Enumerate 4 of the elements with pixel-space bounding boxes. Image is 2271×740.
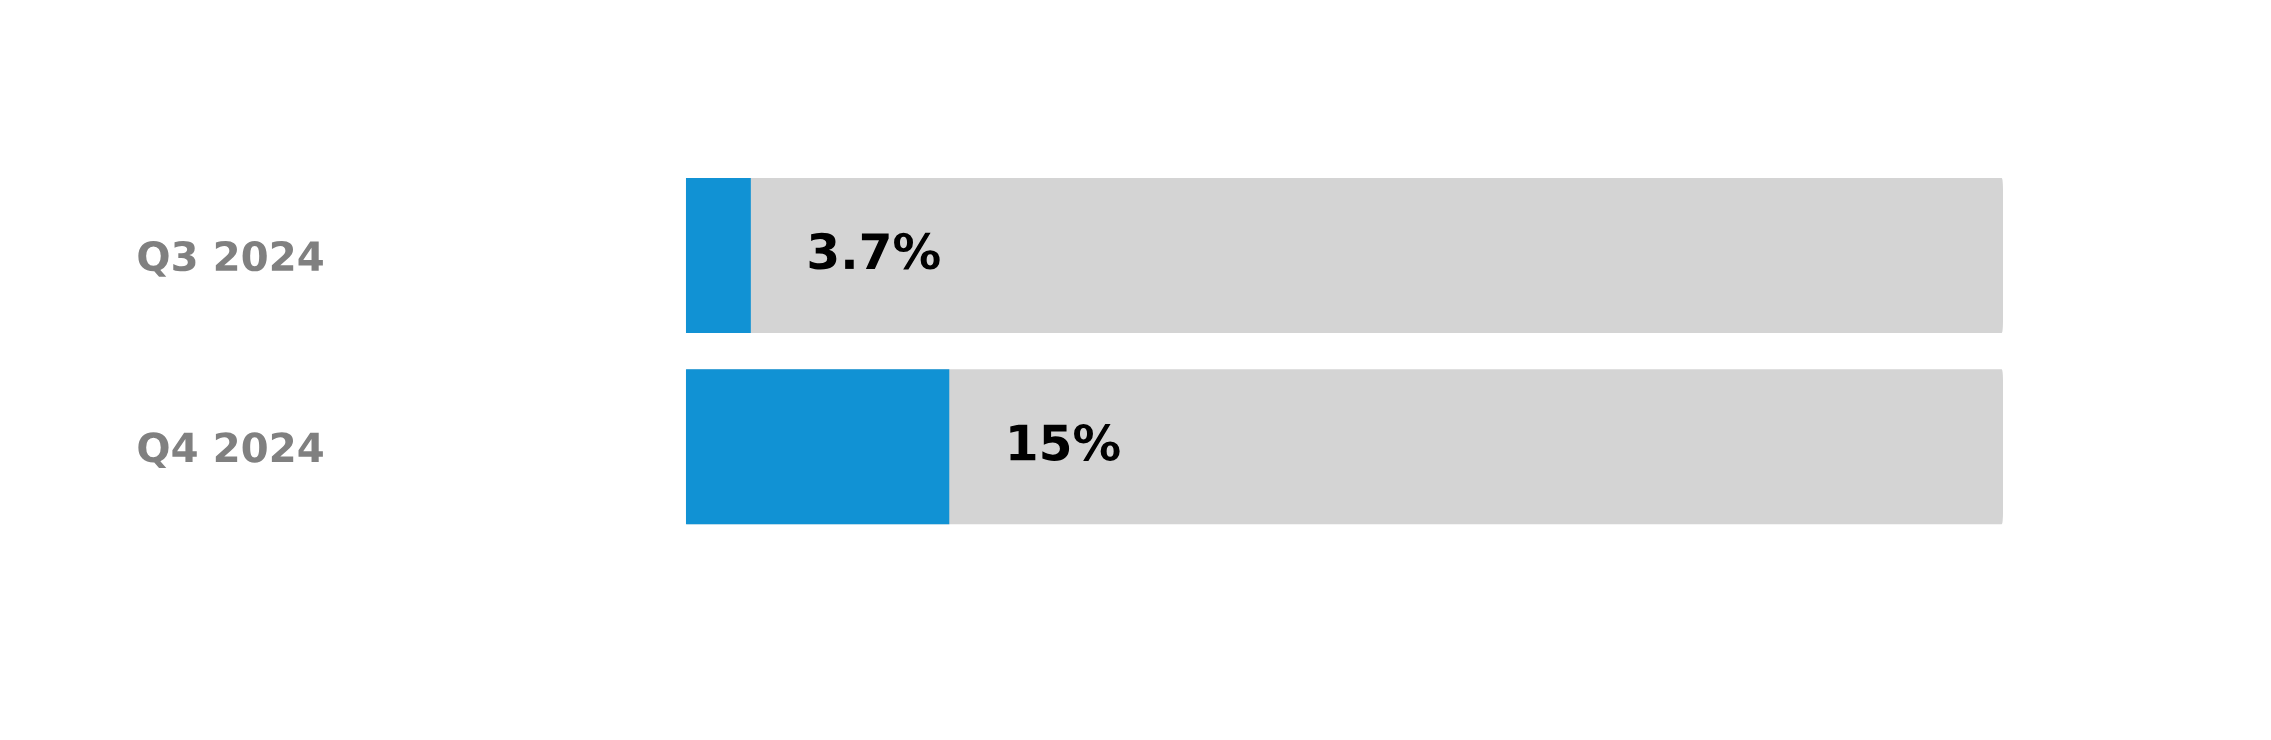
y-tick-label: Q4 2024 — [138, 432, 323, 468]
y-tick-label: Q3 2024 — [138, 240, 323, 277]
data-label: 3.7% — [809, 232, 940, 270]
data-label: 15% — [1010, 424, 1120, 461]
